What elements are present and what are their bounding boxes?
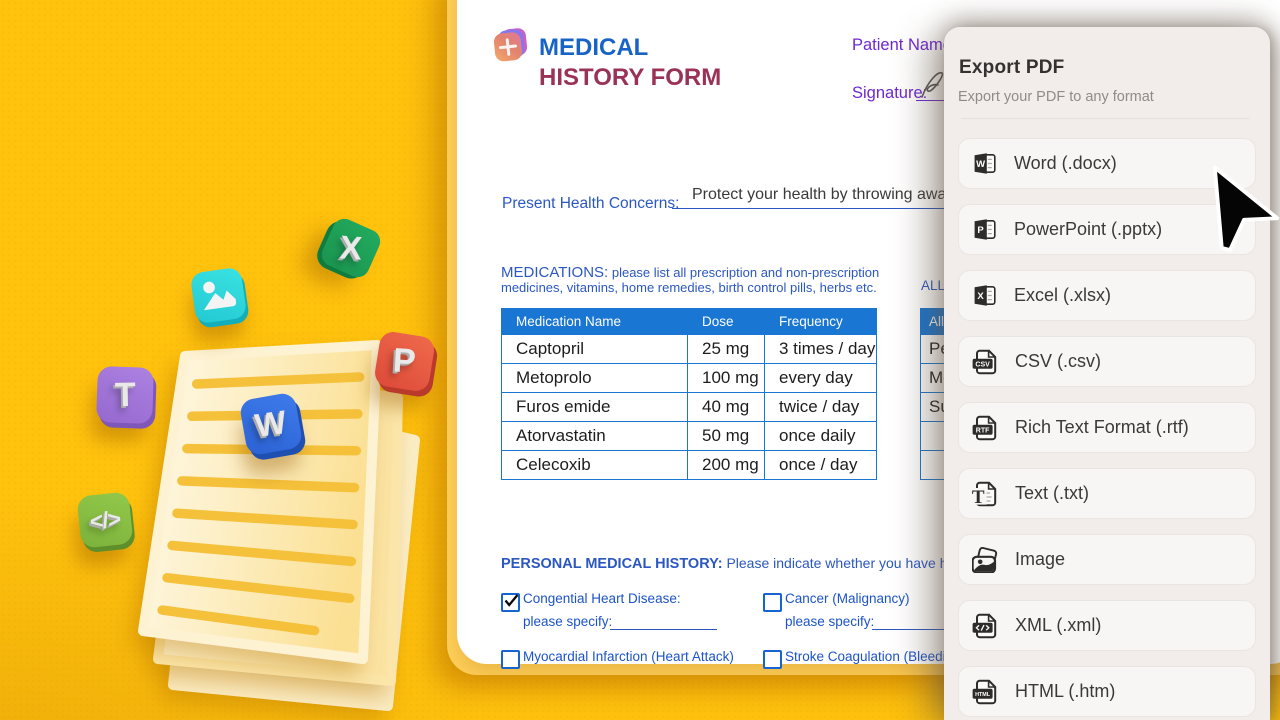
svg-text:RTF: RTF: [976, 427, 990, 434]
svg-text:W: W: [976, 159, 985, 170]
svg-text:T: T: [972, 487, 985, 507]
svg-text:HTML: HTML: [975, 692, 991, 698]
svg-text:CSV: CSV: [975, 361, 990, 368]
svg-text:X: X: [977, 291, 984, 302]
svg-text:P: P: [977, 225, 984, 236]
